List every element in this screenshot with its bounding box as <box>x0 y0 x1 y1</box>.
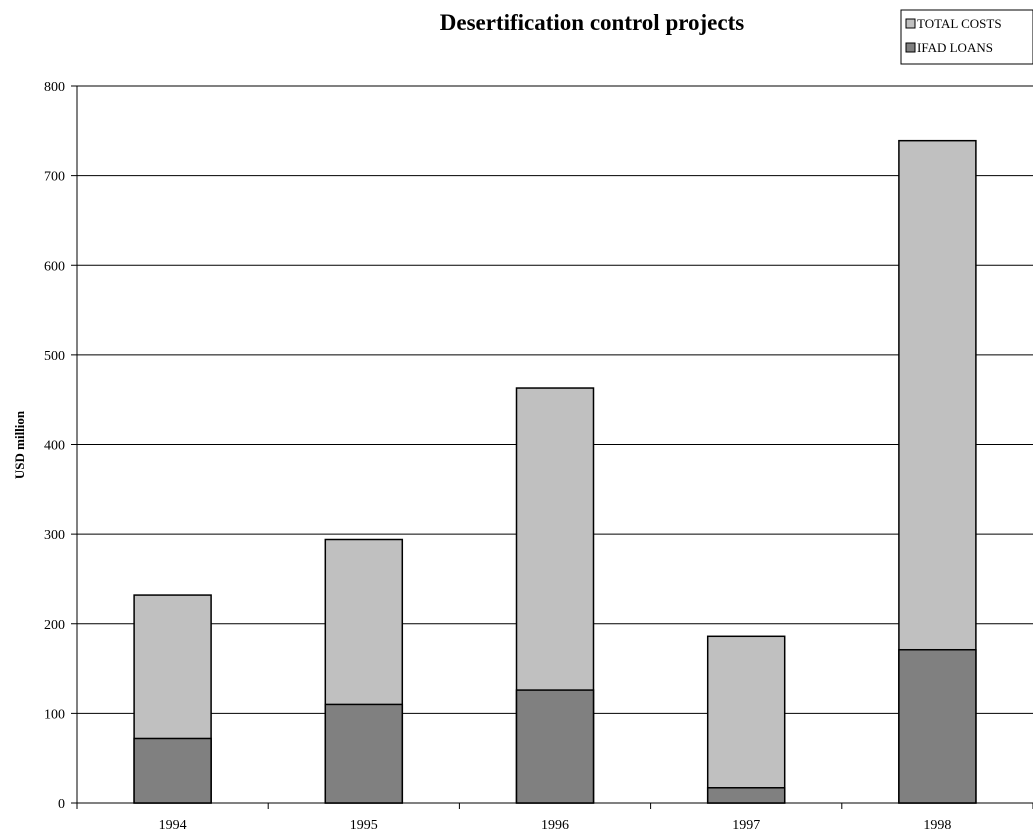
bar-ifad-loans-1997 <box>706 787 786 804</box>
y-tick-label: 100 <box>44 707 65 722</box>
bar-ifad-loans-1994 <box>133 737 212 804</box>
legend-swatch-total-costs <box>905 18 916 29</box>
y-tick-label: 800 <box>44 80 65 95</box>
legend-label-ifad-loans: IFAD LOANS <box>917 40 993 55</box>
x-tick-label: 1998 <box>923 818 951 833</box>
x-tick-label: 1997 <box>732 818 760 833</box>
bar-ifad-loans-1998 <box>898 648 977 804</box>
y-tick-label: 400 <box>44 439 65 454</box>
x-tick-label: 1995 <box>350 818 378 833</box>
legend-label-total-costs: TOTAL COSTS <box>917 16 1002 31</box>
legend: TOTAL COSTS IFAD LOANS <box>900 9 1033 65</box>
y-tick-label: 700 <box>44 170 65 185</box>
x-tick-label: 1996 <box>541 818 569 833</box>
y-tick-label: 500 <box>44 349 65 364</box>
chart-title: Desertification control projects <box>440 10 744 35</box>
x-tick-label: 1994 <box>159 818 187 833</box>
bar-total-costs-1997 <box>706 635 786 804</box>
y-axis: 0 100 200 300 400 500 600 700 800 <box>44 80 78 812</box>
y-axis-label: USD million <box>12 410 27 479</box>
legend-box <box>900 9 1033 65</box>
legend-swatch-ifad-loans <box>905 42 916 53</box>
y-tick-label: 0 <box>58 797 65 812</box>
x-axis: 1994 1995 1996 1997 1998 <box>76 802 1033 833</box>
bar-ifad-loans-1996 <box>515 689 595 804</box>
bars <box>133 139 977 804</box>
bar-ifad-loans-1995 <box>324 703 404 804</box>
y-tick-label: 200 <box>44 618 65 633</box>
y-tick-label: 300 <box>44 528 65 543</box>
y-tick-label: 600 <box>44 259 65 274</box>
